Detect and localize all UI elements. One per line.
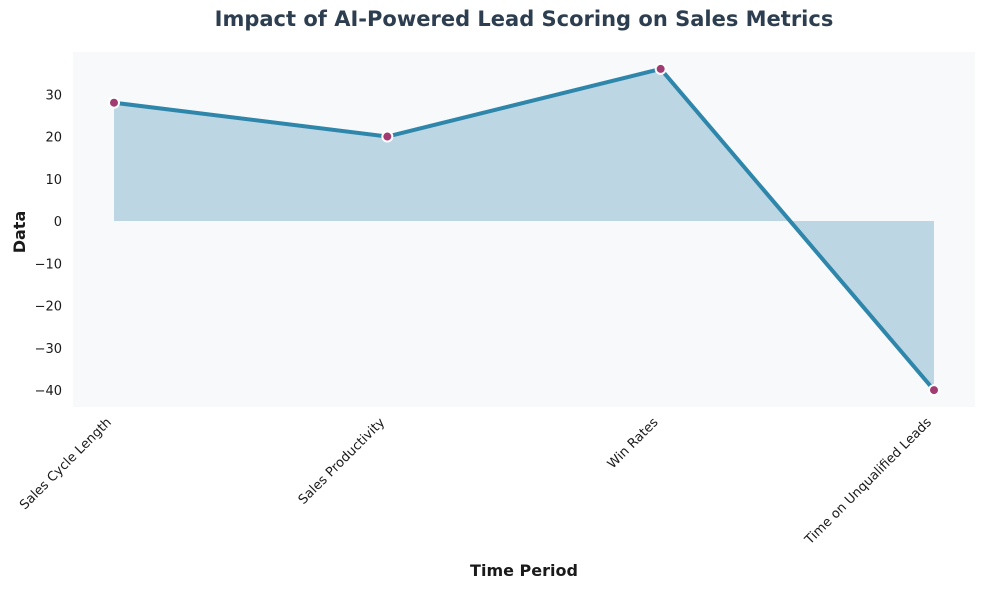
y-tick-label: −40: [35, 384, 62, 399]
y-tick-label: −30: [35, 342, 62, 357]
x-tick-label: Sales Productivity: [296, 415, 389, 508]
x-axis-label: Time Period: [470, 561, 578, 580]
x-tick-label: Sales Cycle Length: [17, 415, 115, 513]
line-layer: [112, 66, 936, 393]
series-line: [112, 66, 936, 393]
data-point: [108, 96, 120, 109]
x-tick-label: Time on Unqualified Leads: [802, 415, 935, 548]
x-tick-label: Win Rates: [605, 415, 662, 472]
data-point: [381, 130, 394, 143]
x-axis-ticks: Sales Cycle Length Sales Productivity Win …: [17, 415, 935, 548]
y-tick-label: 0: [54, 215, 62, 230]
data-point: [928, 384, 940, 397]
y-tick-label: 10: [45, 173, 62, 188]
y-tick-label: 20: [45, 131, 62, 146]
y-tick-label: −10: [35, 257, 62, 272]
y-tick-label: −20: [35, 300, 62, 315]
chart-title: Impact of AI-Powered Lead Scoring on Sal…: [215, 7, 834, 31]
y-axis-label: Data: [10, 211, 29, 254]
marker-layer: [108, 62, 940, 397]
y-axis-ticks: 30 20 10 0 −10 −20 −30 −40: [35, 88, 62, 399]
y-tick-label: 30: [45, 88, 62, 103]
data-point: [654, 62, 667, 75]
